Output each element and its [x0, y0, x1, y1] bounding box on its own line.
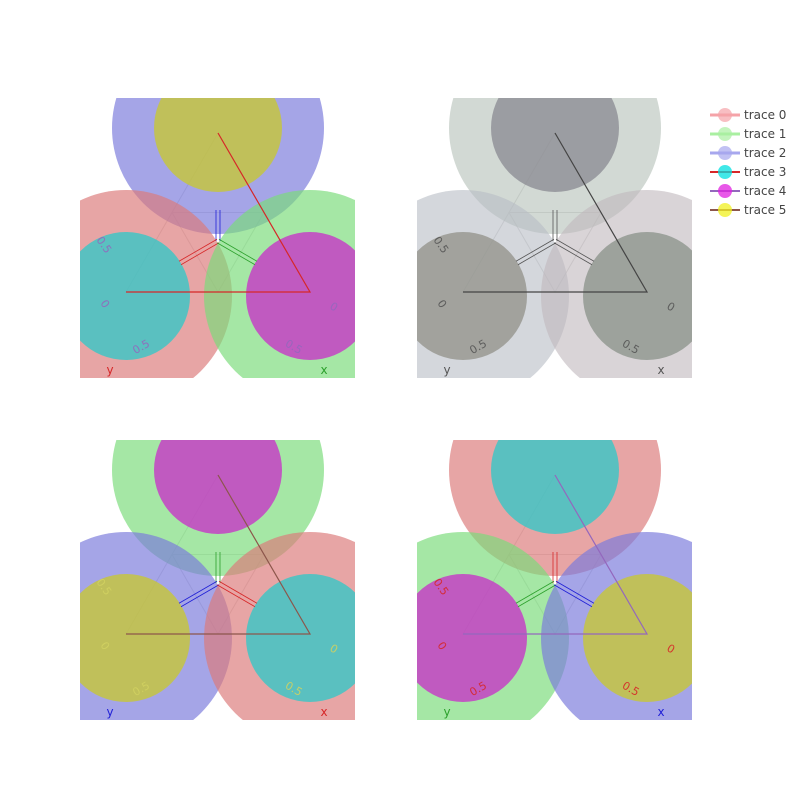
- center-tick-line: [178, 238, 218, 262]
- center-tick-line: [517, 584, 557, 608]
- legend-item-trace-3: trace 3: [710, 165, 786, 179]
- axis-label-y: y: [443, 705, 450, 719]
- small-marker-b: [417, 574, 527, 702]
- center-tick-line: [553, 584, 593, 608]
- small-marker-c: [583, 574, 692, 702]
- ternary-subplot-bottom-left: 0.500.5 0.50y x: [80, 440, 355, 720]
- legend: trace 0 trace 1 trace 2 trace 3 trace 4 trace…: [710, 108, 786, 217]
- small-marker-c: [246, 574, 355, 702]
- axis-label-x: x: [320, 705, 327, 719]
- center-tick-line: [216, 584, 256, 608]
- subplot-content: 0.500.5 0.50: [80, 440, 355, 720]
- subplot-content: 0.500.5 0.50: [417, 98, 692, 378]
- small-marker-a: [154, 440, 282, 534]
- small-marker-a: [154, 98, 282, 192]
- center-tick-line: [180, 584, 220, 608]
- axis-label-x: x: [657, 705, 664, 719]
- center-tick-line: [178, 580, 218, 604]
- center-tick-line: [553, 242, 593, 266]
- trace-line: [126, 132, 312, 293]
- legend-marker-swatch: [718, 146, 732, 160]
- legend-item-trace-5: trace 5: [710, 203, 786, 217]
- center-tick-line: [555, 580, 595, 604]
- small-marker-c: [246, 232, 355, 360]
- center-tick-line: [180, 242, 220, 266]
- center-tick-line: [517, 242, 557, 266]
- subplot-content: 0.500.5 0.50: [417, 440, 692, 720]
- legend-item-trace-1: trace 1: [710, 127, 786, 141]
- center-tick-line: [216, 242, 256, 266]
- ternary-subplot-top-right: 0.500.5 0.50y x: [417, 98, 692, 378]
- legend-marker-swatch: [718, 127, 732, 141]
- legend-item-trace-2: trace 2: [710, 146, 786, 160]
- trace-line: [463, 132, 649, 293]
- small-marker-c: [583, 232, 692, 360]
- legend-label: trace 3: [744, 165, 786, 179]
- legend-label: trace 0: [744, 108, 786, 122]
- center-tick-line: [515, 580, 555, 604]
- small-marker-b: [80, 232, 190, 360]
- legend-marker-swatch: [718, 165, 732, 179]
- axis-label-x: x: [657, 363, 664, 377]
- small-marker-b: [417, 232, 527, 360]
- legend-label: trace 2: [744, 146, 786, 160]
- legend-marker-swatch: [718, 184, 732, 198]
- trace-line: [463, 474, 649, 635]
- legend-item-trace-0: trace 0: [710, 108, 786, 122]
- center-tick-line: [515, 238, 555, 262]
- legend-marker-swatch: [718, 108, 732, 122]
- center-tick-line: [218, 238, 258, 262]
- center-tick-line: [555, 238, 595, 262]
- legend-label: trace 4: [744, 184, 786, 198]
- subplot-content: 0.500.5 0.50: [80, 98, 355, 378]
- small-marker-b: [80, 574, 190, 702]
- ternary-subplot-bottom-right: 0.500.5 0.50y x: [417, 440, 692, 720]
- legend-marker-swatch: [718, 203, 732, 217]
- legend-label: trace 1: [744, 127, 786, 141]
- axis-label-x: x: [320, 363, 327, 377]
- subplots-layer: 0.500.5 0.50y x0.500.5 0.50y x0.500.5 0.50y x0…: [80, 98, 692, 720]
- legend-item-trace-4: trace 4: [710, 184, 786, 198]
- axis-label-y: y: [443, 363, 450, 377]
- small-marker-a: [491, 440, 619, 534]
- axis-label-y: y: [106, 705, 113, 719]
- axis-label-y: y: [106, 363, 113, 377]
- trace-line: [126, 474, 312, 635]
- center-tick-line: [218, 580, 258, 604]
- ternary-subplot-top-left: 0.500.5 0.50y x: [80, 98, 355, 378]
- legend-label: trace 5: [744, 203, 786, 217]
- small-marker-a: [491, 98, 619, 192]
